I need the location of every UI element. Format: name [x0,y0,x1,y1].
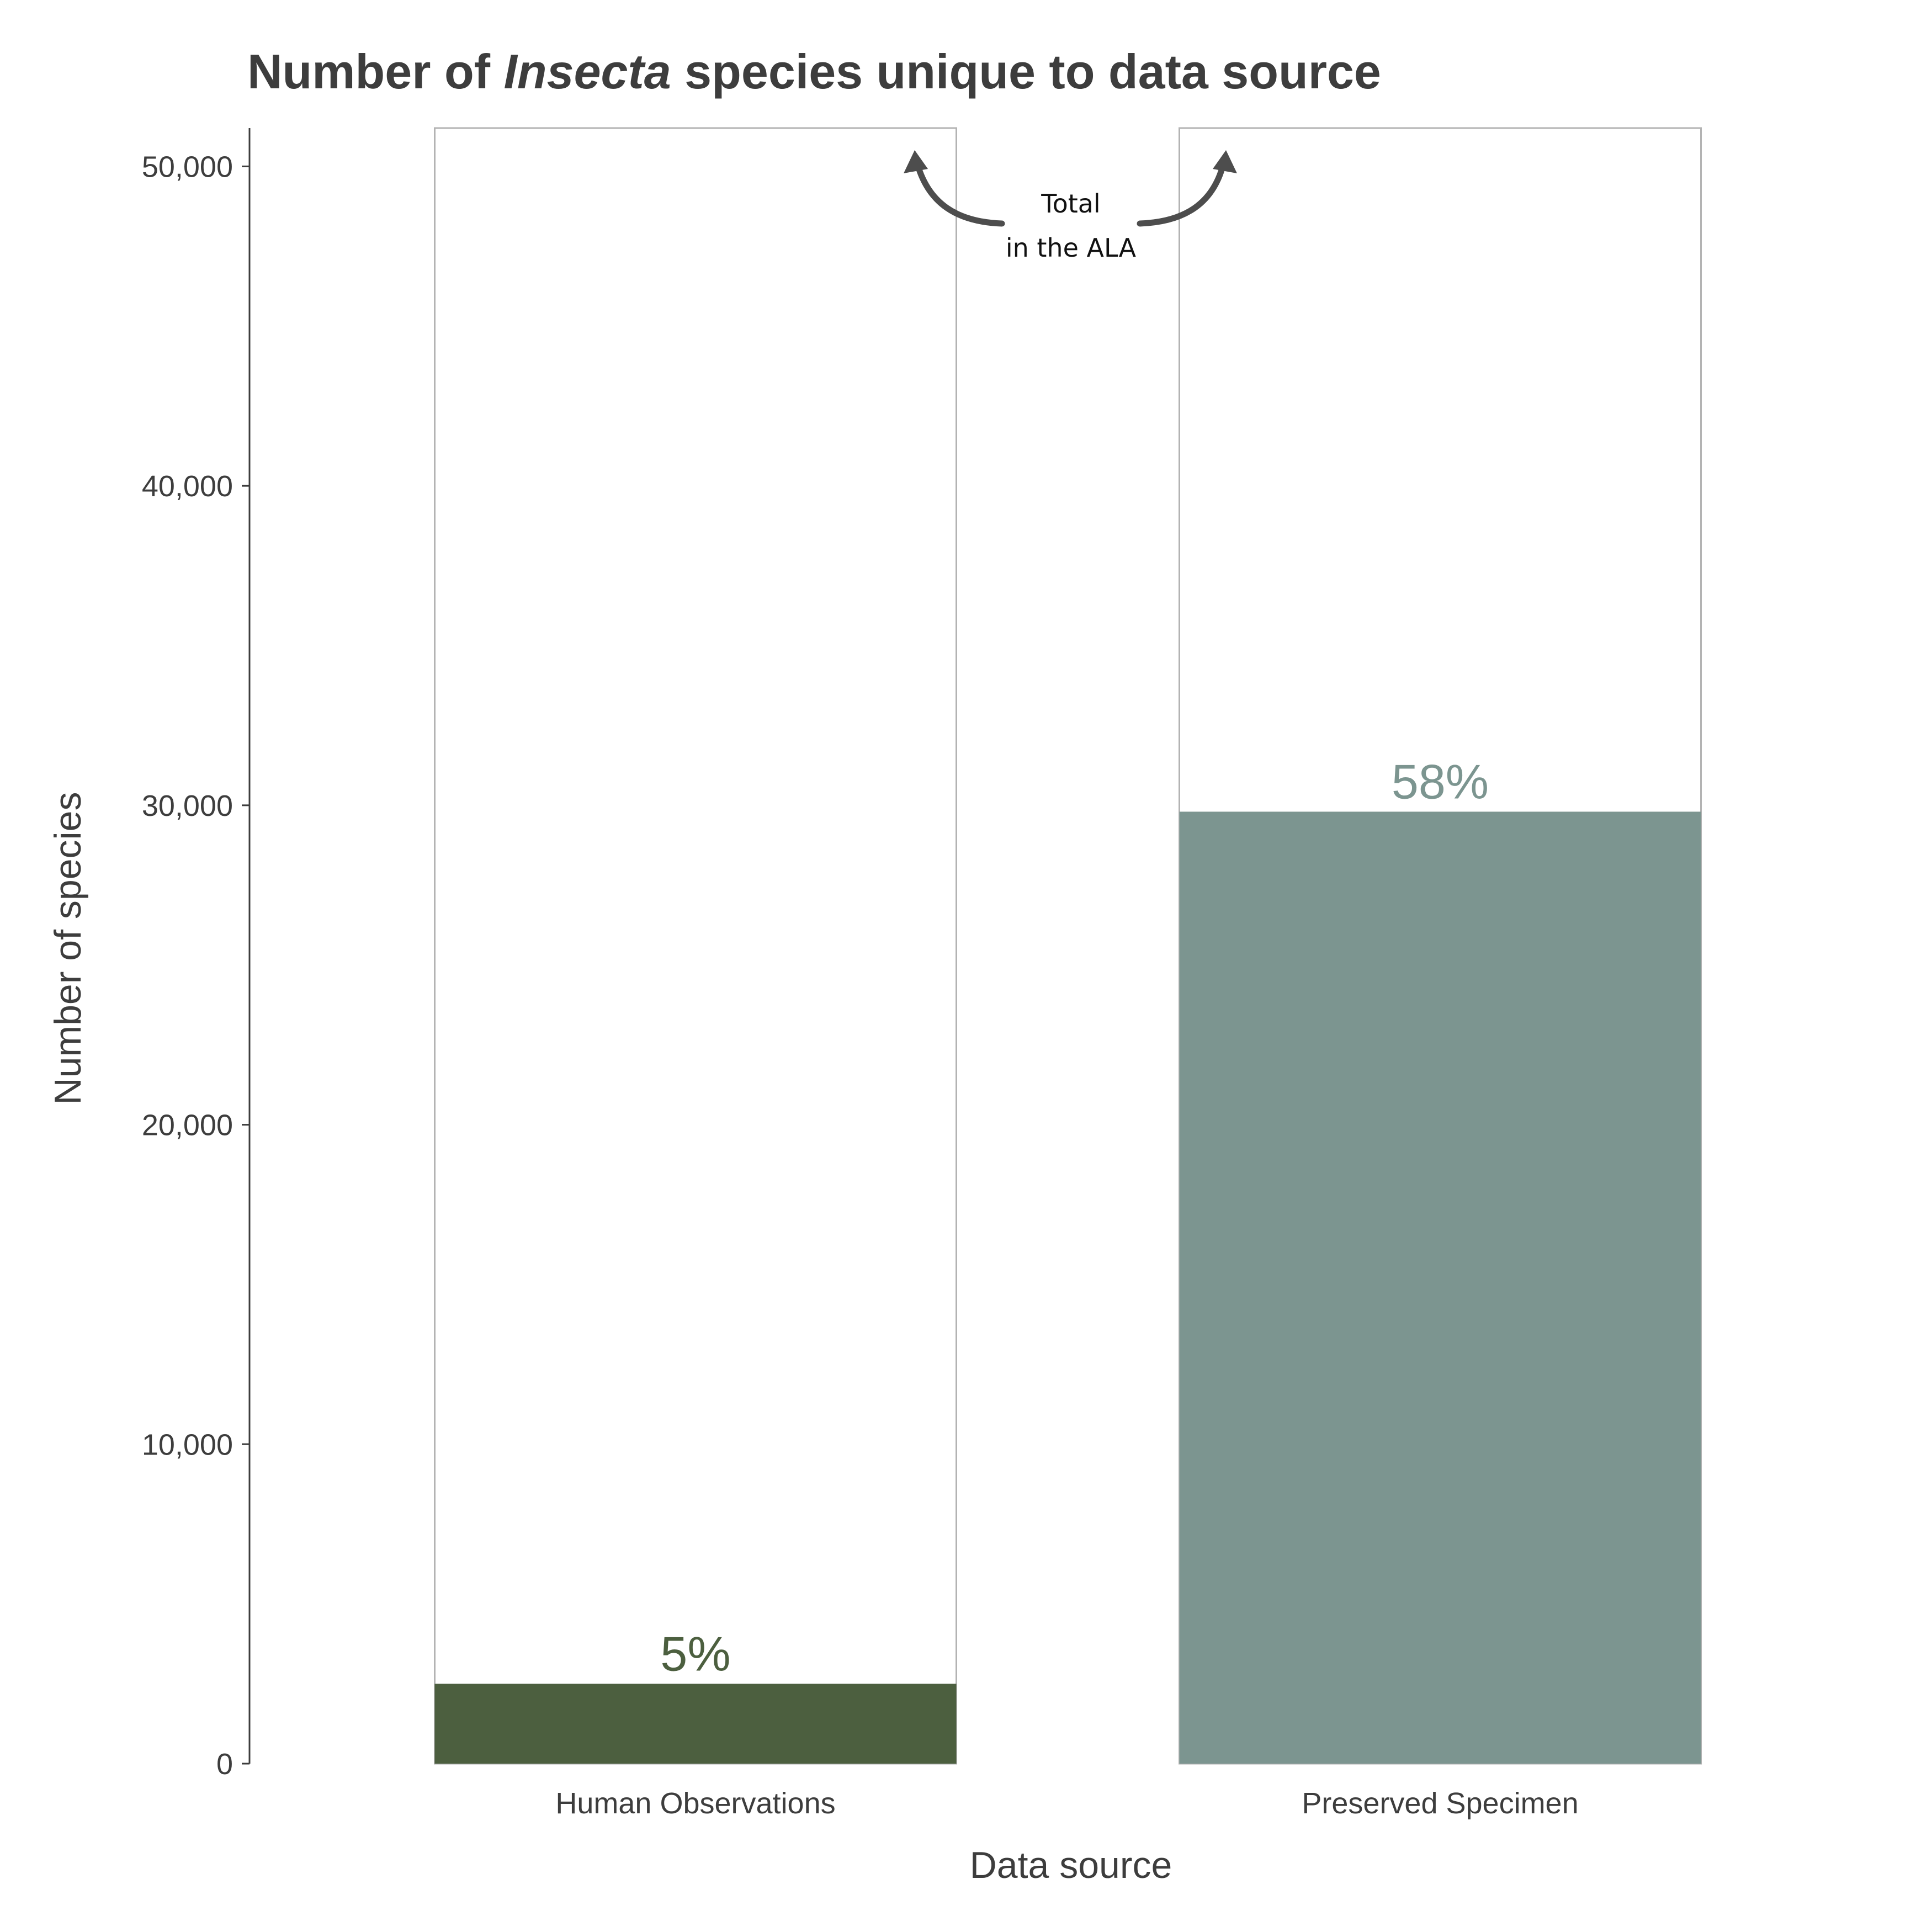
y-tick-label: 40,000 [142,470,233,503]
y-tick-label: 50,000 [142,150,233,183]
unique-species-bar [434,1684,957,1764]
left-arrow-curve [913,157,1005,227]
y-tick-label: 30,000 [142,789,233,822]
plot-area: 0 10,000 20,000 30,000 40,000 50,000 5% 58% Huma… [142,127,1702,1820]
chart-title-after: species unique to data source [671,44,1381,99]
total-annotation: Total in the ALA [904,150,1237,263]
bar-percent-label: 5% [660,1626,730,1681]
right-arrow-curve [1137,157,1228,227]
right-arrow-head [1213,150,1237,173]
y-axis-title: Number of species [47,792,89,1105]
x-tick-label: Human Observations [555,1787,835,1820]
annotation-line-1: Total [1041,189,1100,219]
y-tick-label: 10,000 [142,1428,233,1461]
total-bar [434,127,957,1765]
chart-title-italic: Insecta [503,44,671,99]
chart-title-before: Number of [247,44,503,99]
unique-species-bar [1179,811,1701,1764]
x-tick-label: Preserved Specimen [1302,1787,1578,1820]
annotation-line-2: in the ALA [1006,233,1137,263]
bar-percent-label: 58% [1392,754,1489,809]
x-axis-title: Data source [970,1844,1172,1886]
chart-title: Number of Insecta species unique to data… [247,44,1381,99]
y-tick-label: 0 [216,1748,233,1781]
left-arrow-head [904,150,928,173]
y-tick-label: 20,000 [142,1109,233,1142]
